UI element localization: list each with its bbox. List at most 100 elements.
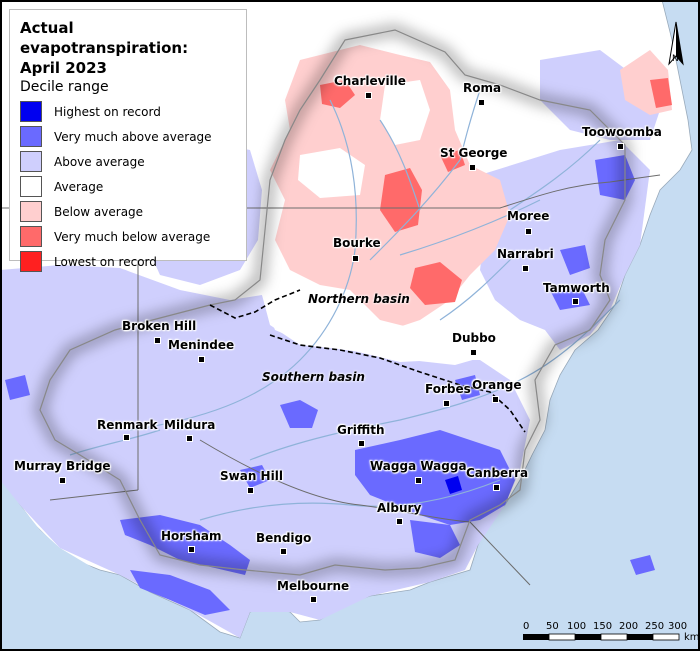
city-marker	[470, 349, 477, 356]
city-label-swan-hill: Swan Hill	[220, 469, 283, 483]
scale-tick-label: 200	[619, 621, 639, 632]
city-marker	[525, 228, 532, 235]
city-marker	[154, 337, 161, 344]
scale-tick-label: 250	[645, 621, 665, 632]
north-arrow-icon	[665, 20, 687, 68]
city-marker	[572, 298, 579, 305]
legend-item: Above average	[20, 149, 236, 174]
basin-label-northern: Northern basin	[308, 292, 410, 306]
legend-item-label: Very much below average	[54, 229, 211, 244]
city-label-broken-hill: Broken Hill	[122, 319, 197, 333]
north-label: N	[672, 54, 679, 64]
legend-swatch	[20, 251, 42, 272]
legend-item-label: Above average	[54, 154, 145, 169]
city-marker	[469, 164, 476, 171]
city-label-toowoomba: Toowoomba	[582, 125, 662, 139]
city-label-dubbo: Dubbo	[452, 331, 496, 345]
city-marker	[310, 596, 317, 603]
scale-tick-label: 150	[593, 621, 613, 632]
legend-swatch	[20, 151, 42, 172]
city-label-murray-bridge: Murray Bridge	[14, 459, 111, 473]
city-label-menindee: Menindee	[168, 338, 235, 352]
city-marker	[59, 477, 66, 484]
scale-tick-label: 50	[546, 621, 559, 632]
city-marker	[617, 143, 624, 150]
regions-very-much-above	[5, 155, 655, 615]
legend-item: Highest on record	[20, 99, 236, 124]
region-highest-on-record	[445, 476, 462, 494]
rivers	[69, 89, 621, 521]
legend-period: April 2023	[20, 59, 107, 77]
city-label-griffith: Griffith	[337, 423, 385, 437]
legend-item-label: Lowest on record	[54, 254, 157, 269]
legend-swatch	[20, 226, 42, 247]
legend-item-label: Highest on record	[54, 104, 161, 119]
city-marker	[188, 546, 195, 553]
city-label-horsham: Horsham	[161, 529, 222, 543]
legend: Actual evapotranspiration: April 2023 De…	[9, 9, 247, 272]
legend-item: Average	[20, 174, 236, 199]
legend-item-label: Very much above average	[54, 129, 212, 144]
legend-swatch	[20, 176, 42, 197]
city-marker	[186, 435, 193, 442]
city-label-renmark: Renmark	[97, 418, 158, 432]
scale-tick-label: 300	[668, 621, 688, 632]
city-label-bourke: Bourke	[333, 236, 381, 250]
city-label-forbes: Forbes	[425, 382, 471, 396]
city-label-wagga-wagga: Wagga Wagga	[370, 459, 467, 473]
legend-item: Very much above average	[20, 124, 236, 149]
city-marker	[396, 518, 403, 525]
region-average-central	[262, 285, 495, 365]
legend-swatch	[20, 126, 42, 147]
legend-title: Actual evapotranspiration:	[20, 19, 189, 57]
city-label-canberra: Canberra	[466, 466, 529, 480]
city-label-albury: Albury	[377, 501, 422, 515]
region-very-much-below-2	[410, 262, 462, 305]
legend-item-label: Below average	[54, 204, 144, 219]
city-marker	[365, 92, 372, 99]
city-marker	[123, 434, 130, 441]
legend-item: Below average	[20, 199, 236, 224]
city-marker	[522, 265, 529, 272]
scale-bar	[523, 633, 680, 641]
basin-label-southern: Southern basin	[262, 370, 365, 384]
city-marker	[493, 484, 500, 491]
city-marker	[280, 548, 287, 555]
legend-item: Very much below average	[20, 224, 236, 249]
region-very-much-below-5	[650, 78, 672, 108]
city-marker	[478, 99, 485, 106]
legend-swatch	[20, 101, 42, 122]
region-very-much-below-3	[320, 80, 355, 108]
region-average-1	[380, 80, 430, 145]
legend-item-label: Average	[54, 179, 104, 194]
legend-subtitle: Decile range	[20, 79, 109, 95]
basin-boundary	[39, 29, 626, 576]
city-label-mildura: Mildura	[164, 418, 216, 432]
city-label-st-george: St George	[440, 146, 508, 160]
city-marker	[415, 477, 422, 484]
legend-item: Lowest on record	[20, 249, 236, 274]
scale-tick-label: 0	[523, 621, 530, 632]
city-label-narrabri: Narrabri	[497, 247, 554, 261]
city-label-roma: Roma	[463, 81, 502, 95]
city-marker	[358, 440, 365, 447]
city-marker	[198, 356, 205, 363]
city-marker	[492, 396, 499, 403]
city-label-bendigo: Bendigo	[256, 531, 312, 545]
region-average-2	[298, 148, 365, 198]
region-above-average-south	[0, 265, 530, 638]
region-average-3	[460, 90, 545, 165]
coast-sea-dark	[0, 480, 240, 651]
city-label-orange: Orange	[472, 378, 522, 392]
city-label-tamworth: Tamworth	[543, 281, 610, 295]
city-label-moree: Moree	[507, 209, 550, 223]
city-label-melbourne: Melbourne	[277, 579, 350, 593]
city-marker	[443, 400, 450, 407]
city-label-charleville: Charleville	[334, 74, 406, 88]
city-marker	[352, 255, 359, 262]
legend-swatch	[20, 201, 42, 222]
city-marker	[247, 487, 254, 494]
scale-tick-label: 100	[567, 621, 587, 632]
basin-divide-line	[209, 289, 526, 433]
